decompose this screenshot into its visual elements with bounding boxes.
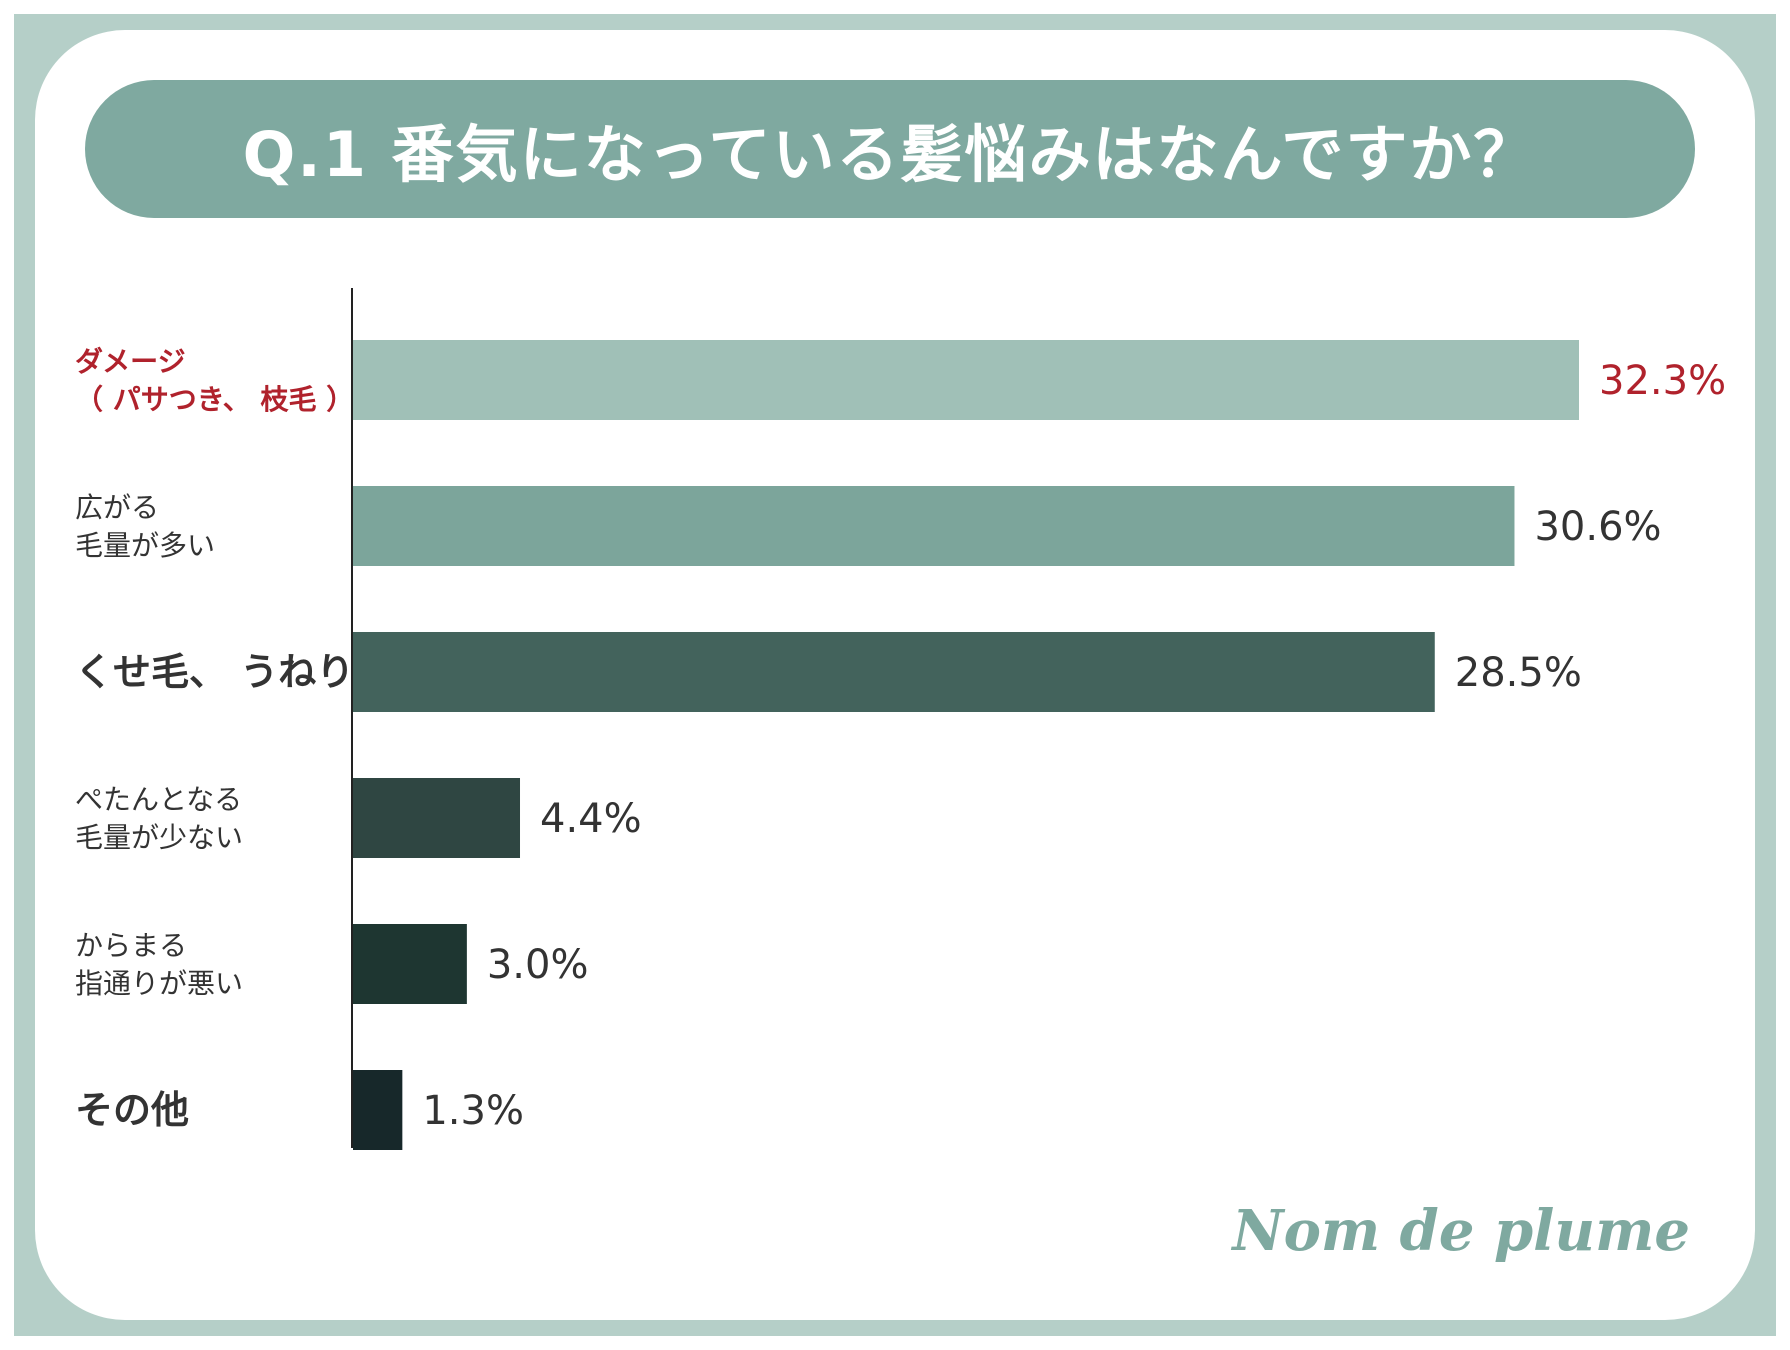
category-label-4-line-0: からまる: [75, 929, 187, 962]
bar-0: [353, 340, 1579, 420]
category-label-0-line-1: （ パサつき、 枝毛 ）: [75, 383, 354, 416]
category-label-3-line-0: ぺたんとなる: [75, 783, 242, 816]
title-banner: Q.1 番気になっている髪悩みはなんですか？: [85, 80, 1695, 218]
value-label-4: 3.0%: [487, 942, 589, 988]
category-label-1-line-0: 広がる: [75, 491, 159, 524]
bar-3: [353, 778, 521, 858]
category-label-0-line-0: ダメージ: [75, 345, 186, 378]
category-label-5-line-0: その他: [75, 1088, 189, 1132]
bar-2: [353, 632, 1435, 712]
value-label-1: 30.6%: [1534, 504, 1661, 550]
bar-4: [353, 924, 467, 1004]
value-label-2: 28.5%: [1455, 650, 1582, 696]
bar-1: [353, 486, 1515, 566]
brand-logo: Nom de plume: [1232, 1198, 1690, 1264]
category-label-2-line-0: くせ毛、 うねり: [75, 650, 354, 694]
category-label-3-line-1: 毛量が少ない: [75, 821, 243, 854]
value-label-3: 4.4%: [540, 796, 642, 842]
category-label-1-line-1: 毛量が多い: [75, 529, 215, 562]
chart-title: Q.1 番気になっている髪悩みはなんですか？: [242, 118, 1538, 191]
bar-5: [353, 1070, 403, 1150]
value-label-0: 32.3%: [1599, 358, 1726, 404]
value-label-5: 1.3%: [422, 1088, 524, 1134]
category-label-4-line-1: 指通りが悪い: [75, 967, 243, 1000]
